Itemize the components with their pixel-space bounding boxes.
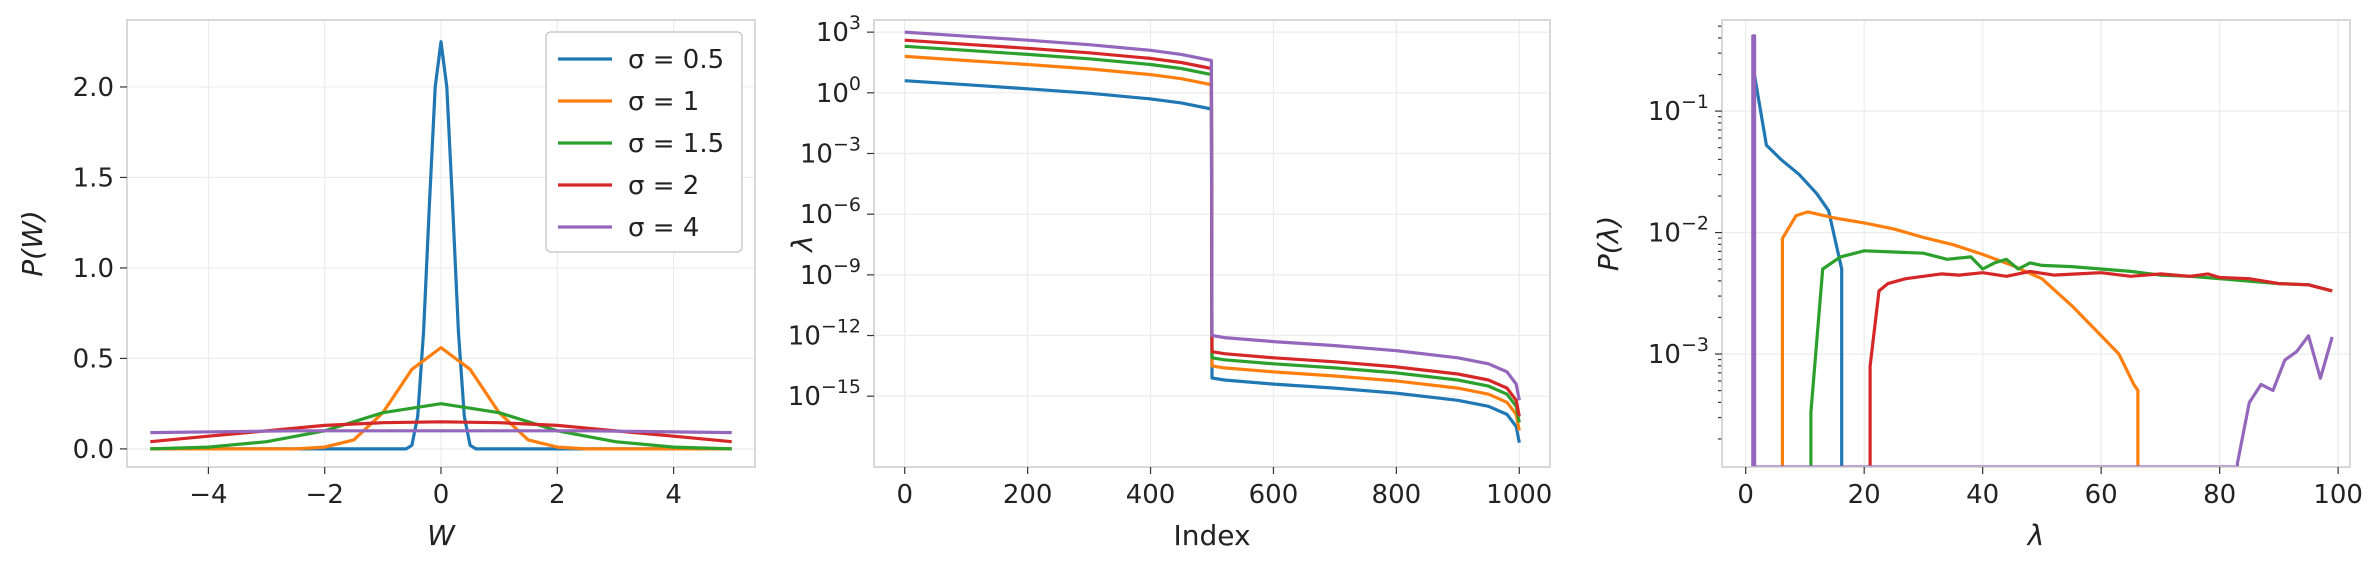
grid-lines <box>1722 20 2350 467</box>
series-group <box>1751 34 2334 467</box>
x-tick-label: 0 <box>433 480 450 510</box>
x-tick-label: 400 <box>1126 480 1176 510</box>
series-line-1 <box>1780 210 2140 467</box>
y-tick-label: 10−15 <box>788 376 861 412</box>
panel-eigenvalue-spectrum: 0 200 400 600 800 1000 103 100 10−3 10−6 10−9 10−12… <box>786 12 1552 552</box>
x-tick-label: 2 <box>549 480 566 510</box>
y-tick-label: 2.0 <box>73 73 114 103</box>
series-line-2 <box>150 402 732 451</box>
y-axis-label: P(λ) <box>1592 216 1625 271</box>
series-line-4 <box>150 429 732 435</box>
series-group <box>150 40 732 451</box>
series-line-1 <box>150 346 732 451</box>
series-line-0 <box>1751 70 1844 467</box>
x-tick-label: 40 <box>1966 480 1999 510</box>
y-axis-label: P(W) <box>16 210 49 276</box>
x-tick-label: 800 <box>1372 480 1422 510</box>
y-tick-label: 0.5 <box>73 344 114 374</box>
series-line-3 <box>904 38 1521 417</box>
x-tick-label: 600 <box>1249 480 1299 510</box>
x-tick-label: 60 <box>2085 480 2118 510</box>
legend-label-3: σ = 2 <box>628 171 699 201</box>
x-axis-label: Index <box>1173 519 1250 552</box>
x-tick-label: 100 <box>2313 480 2363 510</box>
axes-frame <box>873 19 1551 468</box>
y-tick-label: 10−12 <box>788 316 861 352</box>
series-line-1 <box>904 54 1521 431</box>
x-tick-label: 200 <box>1003 480 1053 510</box>
legend: σ = 0.5 σ = 1 σ = 1.5 σ = 2 σ = 4 <box>545 31 743 253</box>
series-line-4 <box>1751 34 2334 467</box>
y-tick-label: 1.5 <box>73 163 114 193</box>
legend-label-2: σ = 1.5 <box>628 129 724 159</box>
y-tick-label: 10−6 <box>800 194 861 230</box>
legend-label-0: σ = 0.5 <box>628 45 724 75</box>
panel-weight-distribution: −4 −2 0 2 40.00.51.01.52.0WP(W)σ = 0.5σ = 1σ… <box>16 19 756 552</box>
legend-label-4: σ = 4 <box>628 213 699 243</box>
x-tick-label: −4 <box>189 480 227 510</box>
series-line-0 <box>904 79 1521 444</box>
y-tick-label: 10−1 <box>1648 91 1709 127</box>
series-line-0 <box>150 40 732 451</box>
y-axis-label: λ <box>786 235 819 254</box>
panel-eigenvalue-density: 0 20 40 60 80 100 10−1 10−2 10−3 λ P(λ) <box>1592 19 2363 552</box>
x-tick-label: −2 <box>306 480 344 510</box>
y-tick-label: 0.0 <box>73 435 114 465</box>
x-axis-label: W <box>427 519 456 552</box>
series-group <box>904 30 1521 444</box>
legend-frame <box>545 31 743 253</box>
x-tick-label: 0 <box>896 480 913 510</box>
y-tick-label: 10−9 <box>800 255 861 291</box>
x-tick-label: 80 <box>2203 480 2236 510</box>
y-tick-label: 103 <box>816 12 861 48</box>
x-tick-label: 1000 <box>1486 480 1552 510</box>
x-tick-label: 0 <box>1737 480 1754 510</box>
legend-label-1: σ = 1 <box>628 87 699 117</box>
y-tick-label: 10−3 <box>1648 334 1709 370</box>
y-tick-label: 1.0 <box>73 254 114 284</box>
x-axis-label: λ <box>2026 519 2045 552</box>
series-line-4 <box>904 30 1521 401</box>
y-tick-label: 10−2 <box>1648 213 1709 249</box>
x-tick-label: 20 <box>1848 480 1881 510</box>
series-line-2 <box>904 44 1521 423</box>
series-line-3 <box>1868 269 2333 467</box>
axes-frame <box>1721 19 2351 468</box>
y-tick-label: 100 <box>816 73 861 109</box>
x-tick-label: 4 <box>665 480 682 510</box>
y-tick-label: 10−3 <box>800 133 861 169</box>
